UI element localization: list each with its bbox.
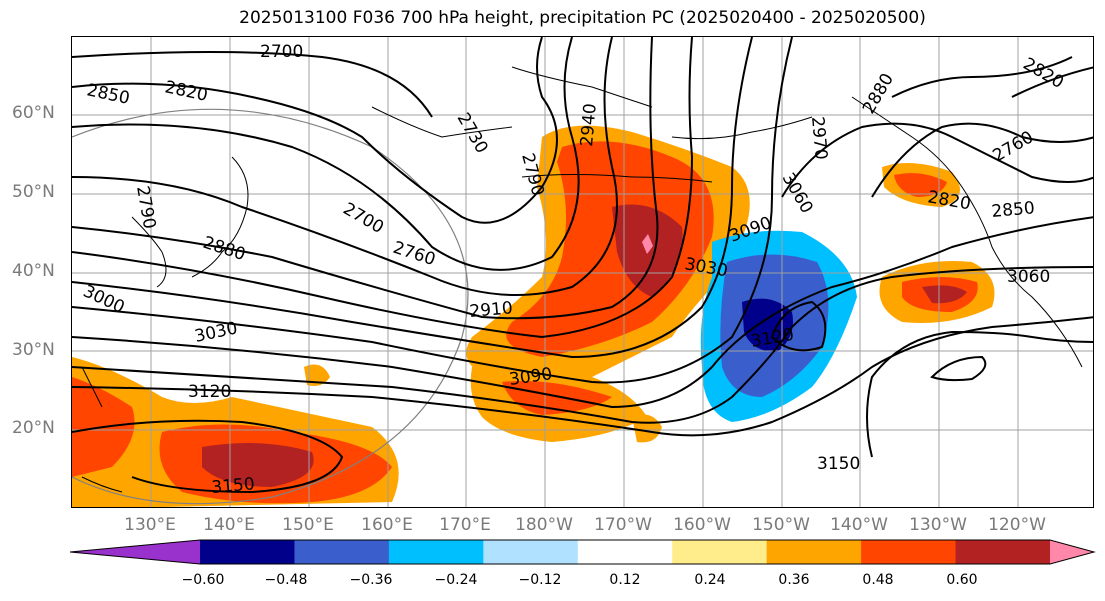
height-contours [72, 37, 1093, 494]
colorbar-segment [861, 540, 957, 564]
contour-label: 2910 [469, 298, 514, 322]
colorbar-tick: 0.48 [862, 572, 894, 588]
colorbar-segments [70, 540, 1094, 564]
lat-label: 20°N [12, 418, 55, 438]
lon-label: 150°W [752, 515, 810, 535]
chart-title: 2025013100 F036 700 hPa height, precipit… [239, 8, 926, 28]
lat-label: 60°N [12, 103, 55, 123]
lon-label: 150°E [282, 515, 334, 535]
colorbar-segment [672, 540, 768, 564]
precip-negative-shading [700, 230, 857, 422]
colorbar-segment [483, 540, 579, 564]
lon-label: 180°W [515, 515, 573, 535]
colorbar-tick: −0.60 [181, 572, 225, 588]
colorbar-segment [294, 540, 390, 564]
lon-label: 130°E [124, 515, 176, 535]
contour-label: 3120 [188, 382, 231, 402]
contour-label: 2850 [991, 198, 1036, 222]
contour-label: 2970 [807, 116, 831, 161]
colorbar-segment [200, 540, 295, 564]
colorbar-tick: 0.60 [946, 572, 978, 588]
map-panel: 2700 2850 2820 2730 2790 2940 2880 2790 … [71, 36, 1094, 508]
contour-label: 3150 [817, 454, 860, 474]
coastlines [81, 66, 1083, 493]
contour-label: 2790 [132, 184, 159, 230]
contour-label: 2880 [200, 233, 247, 265]
colorbar-extend-high [1050, 540, 1094, 564]
lon-label: 160°W [673, 515, 731, 535]
colorbar-segment [388, 540, 484, 564]
contour-label: 2730 [453, 110, 492, 157]
map-canvas: 2700 2850 2820 2730 2790 2940 2880 2790 … [72, 37, 1093, 507]
contour-label: 2820 [1020, 54, 1067, 93]
contour-label: 2880 [859, 70, 898, 117]
contour-label: 2700 [340, 199, 387, 238]
colorbar-segment [577, 540, 673, 564]
colorbar-tick: −0.48 [264, 572, 308, 588]
contour-label: 2940 [577, 103, 601, 148]
colorbar-tick: 0.24 [694, 572, 726, 588]
lon-label: 170°E [439, 515, 491, 535]
colorbar-tick: 0.12 [609, 572, 641, 588]
lon-label: 120°W [988, 515, 1046, 535]
colorbar-tick: −0.24 [434, 572, 478, 588]
colorbar-tick: 0.36 [778, 572, 810, 588]
colorbar-segment [766, 540, 862, 564]
lon-label: 170°W [594, 515, 652, 535]
lat-label: 40°N [12, 261, 55, 281]
lon-label: 130°W [909, 515, 967, 535]
colorbar [70, 539, 1096, 565]
radius-circle [72, 108, 469, 505]
lon-label: 140°E [203, 515, 255, 535]
lon-label: 140°W [830, 515, 888, 535]
colorbar-extend-low [70, 540, 200, 564]
contour-label: 2700 [260, 42, 303, 62]
contour-label: 3060 [1007, 267, 1050, 287]
colorbar-tick: −0.36 [349, 572, 393, 588]
graticule [72, 37, 1093, 507]
colorbar-segment [955, 540, 1051, 564]
colorbar-tick: −0.12 [518, 572, 562, 588]
lat-label: 50°N [12, 182, 55, 202]
contour-label: 3150 [211, 474, 256, 498]
lat-label: 30°N [12, 340, 55, 360]
lon-label: 160°E [361, 515, 413, 535]
contour-label: 2760 [390, 238, 437, 270]
contour-label: 3030 [193, 318, 239, 347]
contour-label: 2820 [163, 77, 209, 106]
